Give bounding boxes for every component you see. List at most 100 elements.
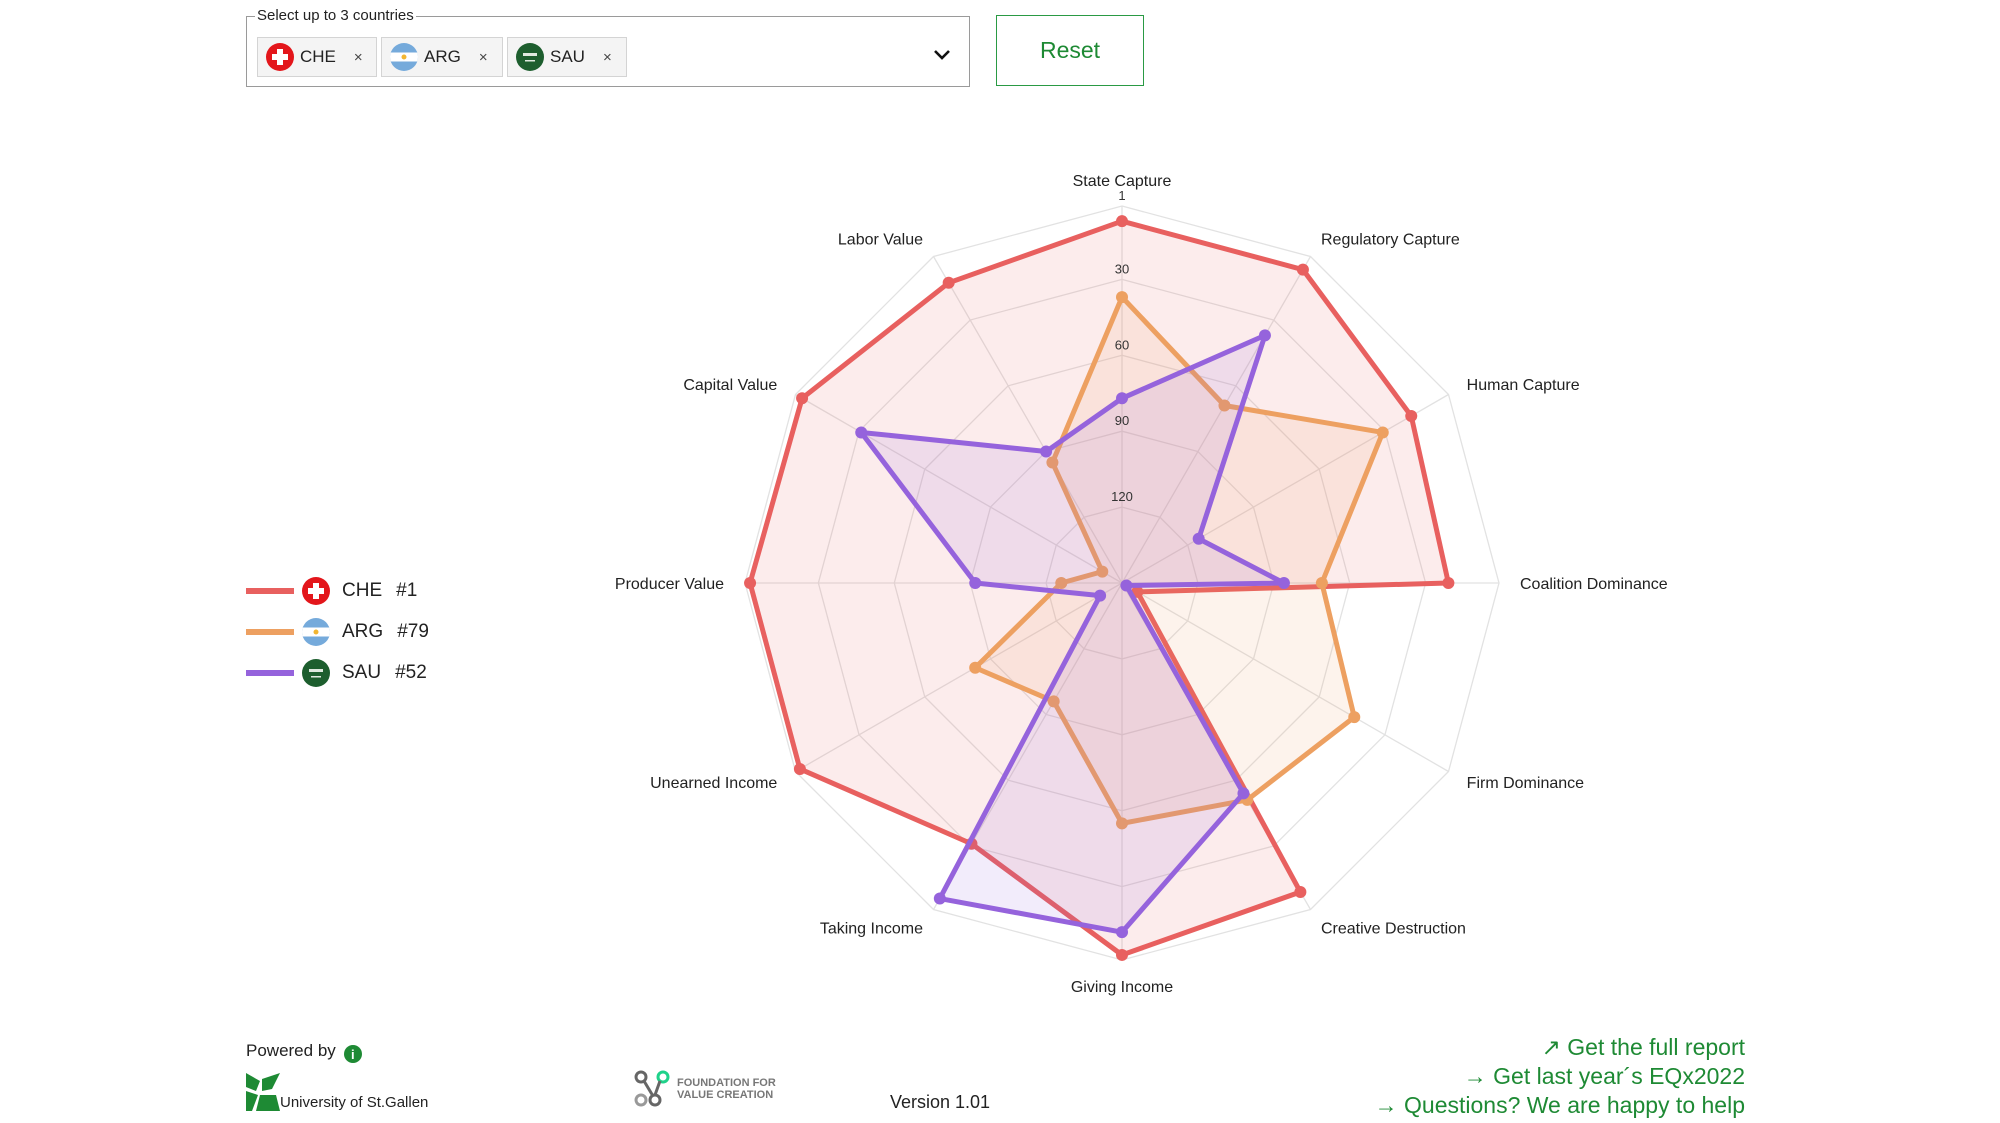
grid-spoke (1121, 582, 1449, 773)
legend-rank: #79 (397, 620, 429, 642)
legend-swatch (246, 628, 294, 635)
legend-code: CHE (342, 579, 383, 601)
legend: CHE #1 ARG #79 SAU #52 (246, 570, 429, 693)
data-point-arg (969, 661, 982, 674)
select-label: Select up to 3 countries (255, 7, 416, 24)
legend-swatch (246, 669, 294, 676)
link-label: Questions? We are happy to help (1404, 1092, 1745, 1118)
data-point-sau (1237, 787, 1250, 800)
legend-item-sau: SAU #52 (246, 652, 429, 693)
data-point-che (1116, 948, 1128, 961)
questions-link[interactable]: → Questions? We are happy to help (1375, 1091, 1745, 1120)
saudi-arabia-flag-icon (302, 658, 330, 687)
link-label: Get the full report (1567, 1034, 1745, 1060)
legend-item-che: CHE #1 (246, 570, 429, 611)
axis-label: Creative Destruction (1321, 921, 1466, 938)
data-point-arg (1047, 695, 1060, 708)
tick-label: 60 (1115, 337, 1129, 352)
axis-label: Human Capture (1467, 377, 1580, 394)
tick-label: 30 (1115, 261, 1129, 276)
data-point-arg (1116, 817, 1128, 830)
data-point-che (793, 762, 806, 775)
grid-spoke (795, 582, 1123, 773)
data-point-sau (1116, 392, 1128, 405)
arrow-right-icon: → (1463, 1063, 1487, 1089)
data-point-che (1294, 885, 1307, 898)
chip-che[interactable]: CHE × (257, 37, 377, 77)
fvc-logo-icon (634, 1070, 670, 1107)
chip-label: SAU (550, 47, 585, 66)
chip-label: CHE (300, 47, 336, 66)
axis-label: Producer Value (615, 576, 724, 593)
data-point-che (1296, 263, 1309, 276)
legend-rank: #52 (395, 661, 427, 683)
axis-label: State Capture (1073, 173, 1172, 190)
axis-label: Taking Income (820, 921, 923, 938)
data-point-che (796, 392, 809, 405)
arrow-up-right-icon: ↗ (1541, 1034, 1561, 1060)
data-point-arg (1096, 565, 1109, 578)
reset-button[interactable]: Reset (996, 15, 1144, 86)
axis-label: Unearned Income (650, 775, 777, 792)
legend-item-arg: ARG #79 (246, 611, 429, 652)
axis-label: Giving Income (1071, 979, 1173, 996)
data-point-sau (969, 577, 982, 589)
data-point-che (1442, 577, 1455, 589)
tick-label: 1 (1118, 188, 1125, 203)
data-point-sau (855, 426, 868, 439)
saudi-arabia-flag-icon (516, 43, 544, 71)
tick-label: 90 (1115, 413, 1129, 428)
data-point-arg (1348, 711, 1361, 724)
argentina-flag-icon (390, 43, 418, 71)
grid-spoke (1121, 393, 1449, 584)
remove-icon[interactable]: × (353, 48, 363, 66)
chip-label: ARG (424, 47, 461, 66)
axis-label: Coalition Dominance (1520, 576, 1668, 593)
fvc-line2: VALUE CREATION (677, 1089, 774, 1101)
data-point-sau (1258, 329, 1271, 342)
switzerland-flag-icon (302, 576, 330, 605)
link-label: Get last year´s EQx2022 (1493, 1063, 1745, 1089)
data-point-arg (1055, 577, 1068, 589)
data-point-che (942, 276, 955, 289)
arrow-right-icon: → (1374, 1092, 1398, 1118)
data-point-sau (1116, 926, 1128, 939)
info-icon[interactable]: i (343, 1045, 362, 1063)
remove-icon[interactable]: × (478, 48, 488, 66)
version-label: Version 1.01 (890, 1092, 991, 1112)
chip-arg[interactable]: ARG × (381, 37, 503, 77)
axis-label: Capital Value (683, 377, 777, 394)
data-point-sau (1192, 532, 1205, 545)
legend-rank: #1 (396, 579, 418, 601)
axis-label: Labor Value (838, 231, 923, 248)
data-point-arg (1218, 399, 1231, 412)
tick-label: 120 (1111, 489, 1133, 504)
data-point-sau (933, 892, 946, 905)
hsg-logo-icon (246, 1073, 280, 1111)
data-point-sau (1040, 445, 1053, 458)
data-point-arg (1046, 456, 1059, 469)
country-select[interactable]: Select up to 3 countries CHE × ARG × SAU… (246, 7, 970, 87)
fvc-logo[interactable]: FOUNDATION FOR VALUE CREATION (633, 1069, 776, 1109)
remove-icon[interactable]: × (602, 48, 612, 66)
chip-sau[interactable]: SAU × (507, 37, 627, 77)
data-point-arg (1376, 426, 1389, 439)
data-point-che (1116, 215, 1128, 228)
legend-swatch (246, 587, 294, 594)
full-report-link[interactable]: ↗ Get the full report (1375, 1033, 1745, 1062)
powered-by-label: Powered by (246, 1041, 336, 1060)
grid-spoke (1121, 256, 1312, 584)
chevron-down-icon[interactable] (931, 43, 953, 65)
last-year-link[interactable]: → Get last year´s EQx2022 (1375, 1062, 1745, 1091)
hsg-logo[interactable]: University of St.Gallen (246, 1073, 428, 1111)
grid-spoke (932, 256, 1123, 584)
axis-label: Firm Dominance (1467, 775, 1584, 792)
argentina-flag-icon (302, 617, 330, 646)
data-point-sau (1277, 577, 1290, 589)
legend-code: ARG (342, 620, 384, 642)
hsg-name: University of St.Gallen (280, 1094, 429, 1111)
legend-code: SAU (342, 661, 382, 683)
data-point-che (744, 577, 757, 589)
data-point-che (1405, 410, 1418, 423)
